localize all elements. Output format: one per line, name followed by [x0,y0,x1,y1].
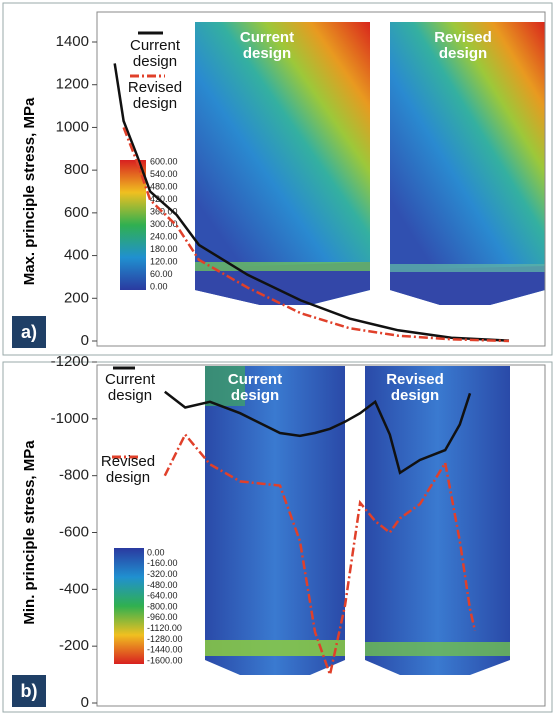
legend-label: Current design [115,38,195,70]
colorbar-label: 540.00 [150,169,178,179]
y-tick-label: -1200 [51,353,89,370]
colorbar-label: -320.00 [147,569,178,579]
y-tick-label: 800 [64,161,89,178]
image-label: Revised design [418,30,508,62]
figure: 0 200 400 600 800 1000 1200 1400 Max. principle … [0,0,555,715]
y-tick-label: 1000 [56,118,89,135]
y-tick-label: 0 [81,332,89,349]
colorbar-label: 0.00 [150,281,168,291]
y-tick-label: 200 [64,289,89,306]
colorbar-label: -1120.00 [147,623,182,633]
panel-label: b) [21,681,38,701]
y-tick-label: -600 [59,523,89,540]
y-axis-label: Min. principle stress, MPa [21,440,38,625]
image-label: Current design [222,30,312,62]
colorbar-label: 480.00 [150,181,178,191]
y-tick-label: 1200 [56,76,89,93]
y-tick-label: -400 [59,580,89,597]
y-tick-label: 600 [64,204,89,221]
legend-label: Revised design [88,454,168,486]
legend-label: Current design [90,372,170,404]
colorbar-label: -640.00 [147,591,178,601]
y-tick-label: -800 [59,467,89,484]
legend-label: Revised design [115,80,195,112]
colorbar-label: -1440.00 [147,645,183,655]
colorbar-label: -800.00 [147,601,178,611]
y-axis-label: Max. principle stress, MPa [21,97,38,285]
colorbar-label: -960.00 [147,612,178,622]
image-label: Revised design [370,372,460,404]
colorbar-label: 600.00 [150,156,178,166]
colorbar-label: -160.00 [147,558,178,568]
image-label: Current design [210,372,300,404]
colorbar-label: 60.00 [150,269,173,279]
colorbar-label: -1600.00 [147,655,183,665]
colorbar-label: 180.00 [150,244,178,254]
y-tick-label: 1400 [56,33,89,50]
colorbar-label: 240.00 [150,231,178,241]
contour-image [195,22,545,305]
chart: 0 200 400 600 800 1000 1200 1400 Max. principle … [0,0,555,715]
colorbar [114,548,144,664]
y-tick-label: 400 [64,247,89,264]
colorbar-label: -480.00 [147,580,178,590]
colorbar-label: -1280.00 [147,634,183,644]
y-tick-label: -200 [59,637,89,654]
colorbar-label: 0.00 [147,547,165,557]
y-tick-label: 0 [81,694,89,711]
panel-label: a) [21,322,37,342]
colorbar-label: 120.00 [150,256,178,266]
y-tick-label: -1000 [51,410,89,427]
